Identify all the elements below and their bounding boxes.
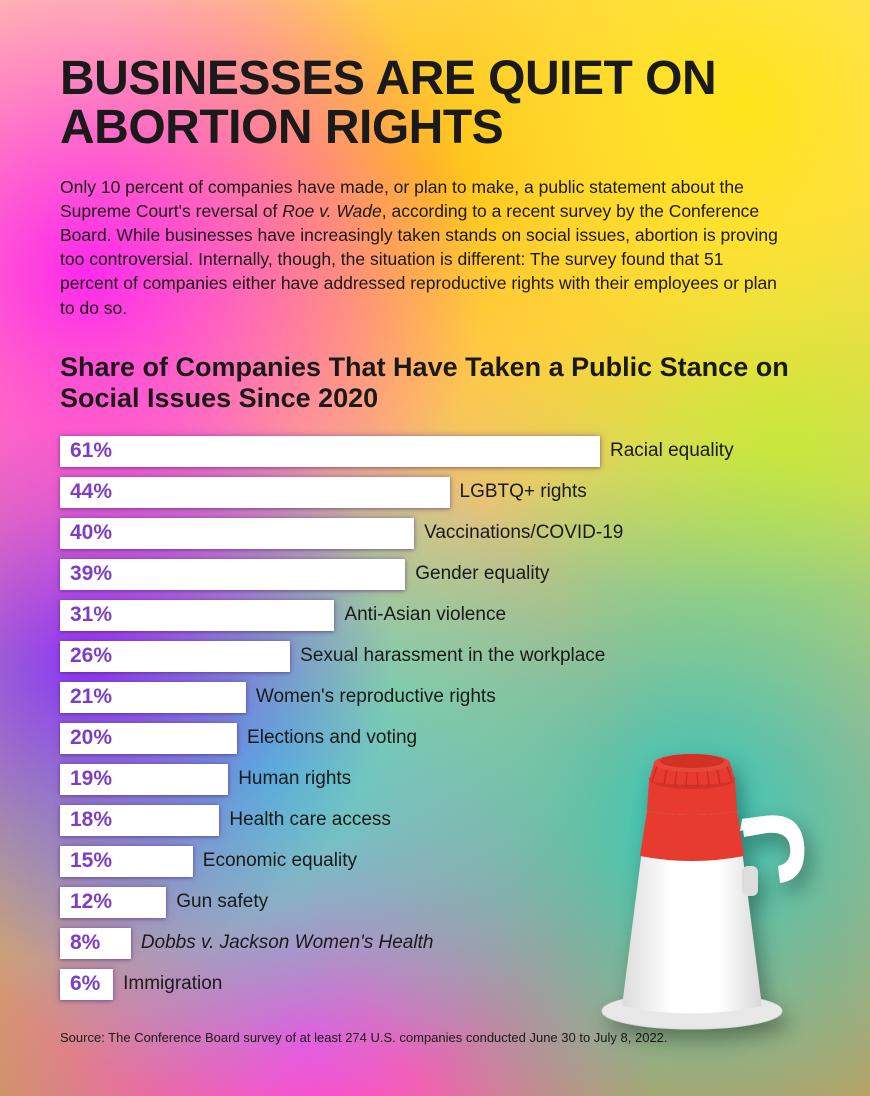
- bar-label: Women's reproductive rights: [256, 686, 496, 708]
- bar: 20%: [60, 723, 237, 754]
- bar: 40%: [60, 518, 414, 549]
- bar-label: Sexual harassment in the workplace: [300, 645, 605, 667]
- bar: 44%: [60, 477, 450, 508]
- bar: 6%: [60, 969, 113, 1000]
- bar-label: Vaccinations/COVID-19: [424, 522, 623, 544]
- bar: 18%: [60, 805, 219, 836]
- bar-row: 31% Anti-Asian violence: [60, 600, 810, 631]
- bar-label: Anti-Asian violence: [344, 604, 506, 626]
- bar-label: Health care access: [229, 809, 391, 831]
- bar: 39%: [60, 559, 405, 590]
- bar-row: 40% Vaccinations/COVID-19: [60, 518, 810, 549]
- intro-paragraph: Only 10 percent of companies have made, …: [60, 175, 780, 320]
- bar: 8%: [60, 928, 131, 959]
- bar: 15%: [60, 846, 193, 877]
- bar: 61%: [60, 436, 600, 467]
- bar: 12%: [60, 887, 166, 918]
- bar-label: Racial equality: [610, 440, 734, 462]
- bar-label: Gun safety: [176, 891, 268, 913]
- bar: 31%: [60, 600, 334, 631]
- main-title: BUSINESSES ARE QUIET ON ABORTION RIGHTS: [60, 55, 810, 153]
- bar-row: 21% Women's reproductive rights: [60, 682, 810, 713]
- bar-label: Human rights: [238, 768, 351, 790]
- bar: 26%: [60, 641, 290, 672]
- chart-subtitle: Share of Companies That Have Taken a Pub…: [60, 352, 810, 414]
- bar-label: Gender equality: [415, 563, 549, 585]
- bar: 21%: [60, 682, 246, 713]
- bar-label: Elections and voting: [247, 727, 417, 749]
- megaphone-icon: [592, 711, 822, 1036]
- bar-label: Economic equality: [203, 850, 357, 872]
- bar-row: 39% Gender equality: [60, 559, 810, 590]
- bar-row: 61% Racial equality: [60, 436, 810, 467]
- bar: 19%: [60, 764, 228, 795]
- bar-label: LGBTQ+ rights: [460, 481, 587, 503]
- bar-row: 26% Sexual harassment in the workplace: [60, 641, 810, 672]
- bar-label: Immigration: [123, 973, 222, 995]
- bar-row: 44% LGBTQ+ rights: [60, 477, 810, 508]
- bar-label: Dobbs v. Jackson Women's Health: [141, 932, 434, 954]
